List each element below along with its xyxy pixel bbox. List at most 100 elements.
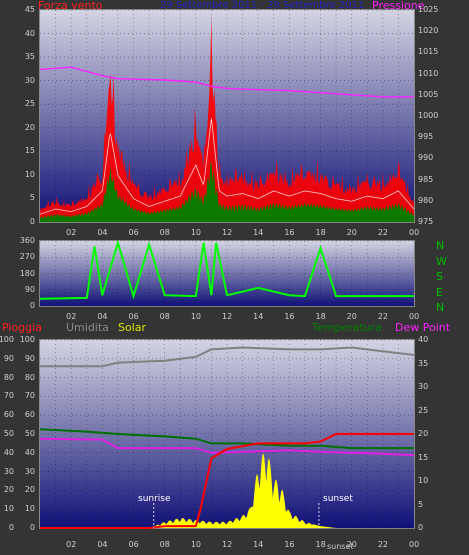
direction-axis-tick: 90 bbox=[24, 284, 35, 294]
time-axis-tick: 00 bbox=[409, 540, 420, 549]
time-axis-tick: 08 bbox=[159, 312, 170, 321]
chart-title: 29 Settembre 2011 - 29 Settembre 2011 bbox=[160, 0, 365, 11]
time-axis-tick: 14 bbox=[253, 312, 264, 321]
direction-axis-tick: 0 bbox=[29, 301, 35, 310]
humidity-axis-tick: 10 bbox=[24, 504, 35, 514]
time-axis-tick: 18 bbox=[315, 540, 326, 549]
time-axis-tick: 10 bbox=[190, 540, 202, 549]
time-axis-tick: 04 bbox=[97, 540, 108, 549]
dewpoint-line bbox=[39, 437, 415, 457]
pressure-line bbox=[39, 66, 414, 98]
rain-line bbox=[40, 433, 414, 529]
plot-frame bbox=[39, 240, 415, 307]
direction-axis-tick: 360 bbox=[19, 236, 35, 245]
time-axis-tick: 00 bbox=[409, 312, 420, 321]
time-axis-tick: 20 bbox=[346, 228, 357, 237]
time-axis-tick: 00 bbox=[409, 228, 420, 237]
humidity-axis-tick: 0 bbox=[29, 523, 35, 532]
sunrise-annotation: sunrise bbox=[138, 494, 171, 504]
pressure-axis-tick: 995 bbox=[418, 132, 434, 142]
compass-n-top: N bbox=[436, 239, 445, 252]
pressure-axis-tick: 980 bbox=[418, 195, 434, 205]
time-axis-tick: 02 bbox=[66, 228, 77, 237]
compass-s: S bbox=[436, 270, 443, 283]
time-axis-tick: 18 bbox=[315, 312, 326, 321]
humidity-axis-tick: 20 bbox=[24, 485, 35, 495]
rain-axis-tick: 0 bbox=[8, 523, 14, 532]
time-axis-tick: 20 bbox=[346, 540, 357, 549]
wind-gust-area bbox=[40, 15, 414, 222]
time-axis-tick: 06 bbox=[128, 228, 139, 237]
temperature-axis-tick: 5 bbox=[418, 499, 424, 509]
rain-axis-tick: 100 bbox=[0, 335, 14, 344]
time-axis-tick: 22 bbox=[377, 540, 389, 549]
compass-e: E bbox=[436, 286, 443, 299]
pressure-axis-tick: 985 bbox=[418, 174, 434, 184]
plot-frame bbox=[39, 9, 415, 223]
dewpoint-label: Dew Point bbox=[395, 321, 451, 334]
time-axis-tick: 12 bbox=[222, 228, 233, 237]
time-axis-tick: 02 bbox=[66, 312, 77, 321]
time-axis-tick: 02 bbox=[66, 540, 77, 549]
wind-axis-tick: 0 bbox=[29, 217, 35, 226]
rain-axis-tick: 20 bbox=[3, 485, 14, 495]
wind-axis-tick: 35 bbox=[24, 52, 35, 62]
rain-axis-tick: 80 bbox=[3, 372, 14, 382]
temperature-axis-tick: 35 bbox=[418, 358, 429, 368]
pressure-axis-tick: 975 bbox=[418, 217, 434, 226]
pressure-axis-tick: 1025 bbox=[418, 5, 439, 14]
time-axis-tick: 22 bbox=[377, 228, 389, 237]
humidity-line bbox=[40, 346, 415, 368]
humidity-axis-tick: 60 bbox=[24, 410, 35, 420]
pressure-label: Pressione bbox=[372, 0, 425, 12]
time-axis-tick: 18 bbox=[315, 228, 326, 237]
humidity-axis-tick: 100 bbox=[19, 335, 35, 344]
time-axis-tick: 08 bbox=[159, 540, 170, 549]
solar-label: Solar bbox=[118, 321, 147, 334]
wind-direction-line bbox=[39, 239, 414, 300]
temperature-label: Temperatura bbox=[312, 321, 382, 334]
wind-axis-tick: 45 bbox=[24, 5, 35, 14]
wind-axis-tick: 5 bbox=[29, 193, 35, 203]
temperature-axis-tick: 0 bbox=[418, 523, 424, 532]
time-axis-tick: 10 bbox=[190, 312, 202, 321]
sunset-axis-annotation: sunset bbox=[327, 542, 354, 551]
humidity-axis-tick: 30 bbox=[24, 466, 35, 476]
time-axis-tick: 16 bbox=[284, 228, 295, 237]
rain-axis-tick: 60 bbox=[3, 410, 14, 420]
time-axis-tick: 16 bbox=[284, 312, 295, 321]
temperature-axis-tick: 30 bbox=[418, 382, 429, 391]
temperature-line bbox=[39, 428, 414, 450]
wind-speed-line bbox=[39, 118, 415, 215]
wind-axis-tick: 25 bbox=[24, 99, 35, 109]
humidity-axis-tick: 50 bbox=[24, 429, 35, 438]
rain-axis-tick: 30 bbox=[3, 466, 14, 476]
pressure-axis-tick: 990 bbox=[418, 153, 434, 163]
time-axis-tick: 04 bbox=[97, 228, 108, 237]
time-axis-tick: 08 bbox=[159, 228, 170, 237]
temperature-axis-tick: 10 bbox=[418, 476, 429, 485]
pressure-axis-tick: 1000 bbox=[418, 111, 439, 120]
time-axis-tick: 12 bbox=[222, 312, 233, 321]
wind-axis-tick: 10 bbox=[24, 169, 35, 179]
time-axis-tick: 14 bbox=[253, 228, 264, 237]
temperature-axis-tick: 40 bbox=[418, 335, 429, 344]
wind-average-area bbox=[40, 161, 414, 222]
humidity-axis-tick: 90 bbox=[24, 353, 35, 363]
compass-w: W bbox=[436, 255, 447, 268]
time-axis-tick: 04 bbox=[97, 312, 108, 321]
pressure-axis-tick: 1020 bbox=[418, 26, 439, 36]
wind-axis-tick: 15 bbox=[24, 146, 35, 156]
temperature-axis-tick: 25 bbox=[418, 405, 429, 415]
time-axis-tick: 10 bbox=[190, 228, 202, 237]
compass-n-bottom: N bbox=[436, 301, 445, 314]
pressure-axis-tick: 1015 bbox=[418, 47, 439, 57]
temperature-axis-tick: 15 bbox=[418, 452, 429, 462]
rain-axis-tick: 10 bbox=[3, 504, 14, 514]
wind-axis-tick: 40 bbox=[24, 28, 35, 38]
time-axis-tick: 06 bbox=[128, 540, 139, 549]
time-axis-tick: 12 bbox=[222, 540, 233, 549]
wind-axis-tick: 20 bbox=[24, 122, 35, 132]
pressure-axis-tick: 1005 bbox=[418, 89, 439, 99]
rain-axis-tick: 50 bbox=[3, 429, 14, 438]
